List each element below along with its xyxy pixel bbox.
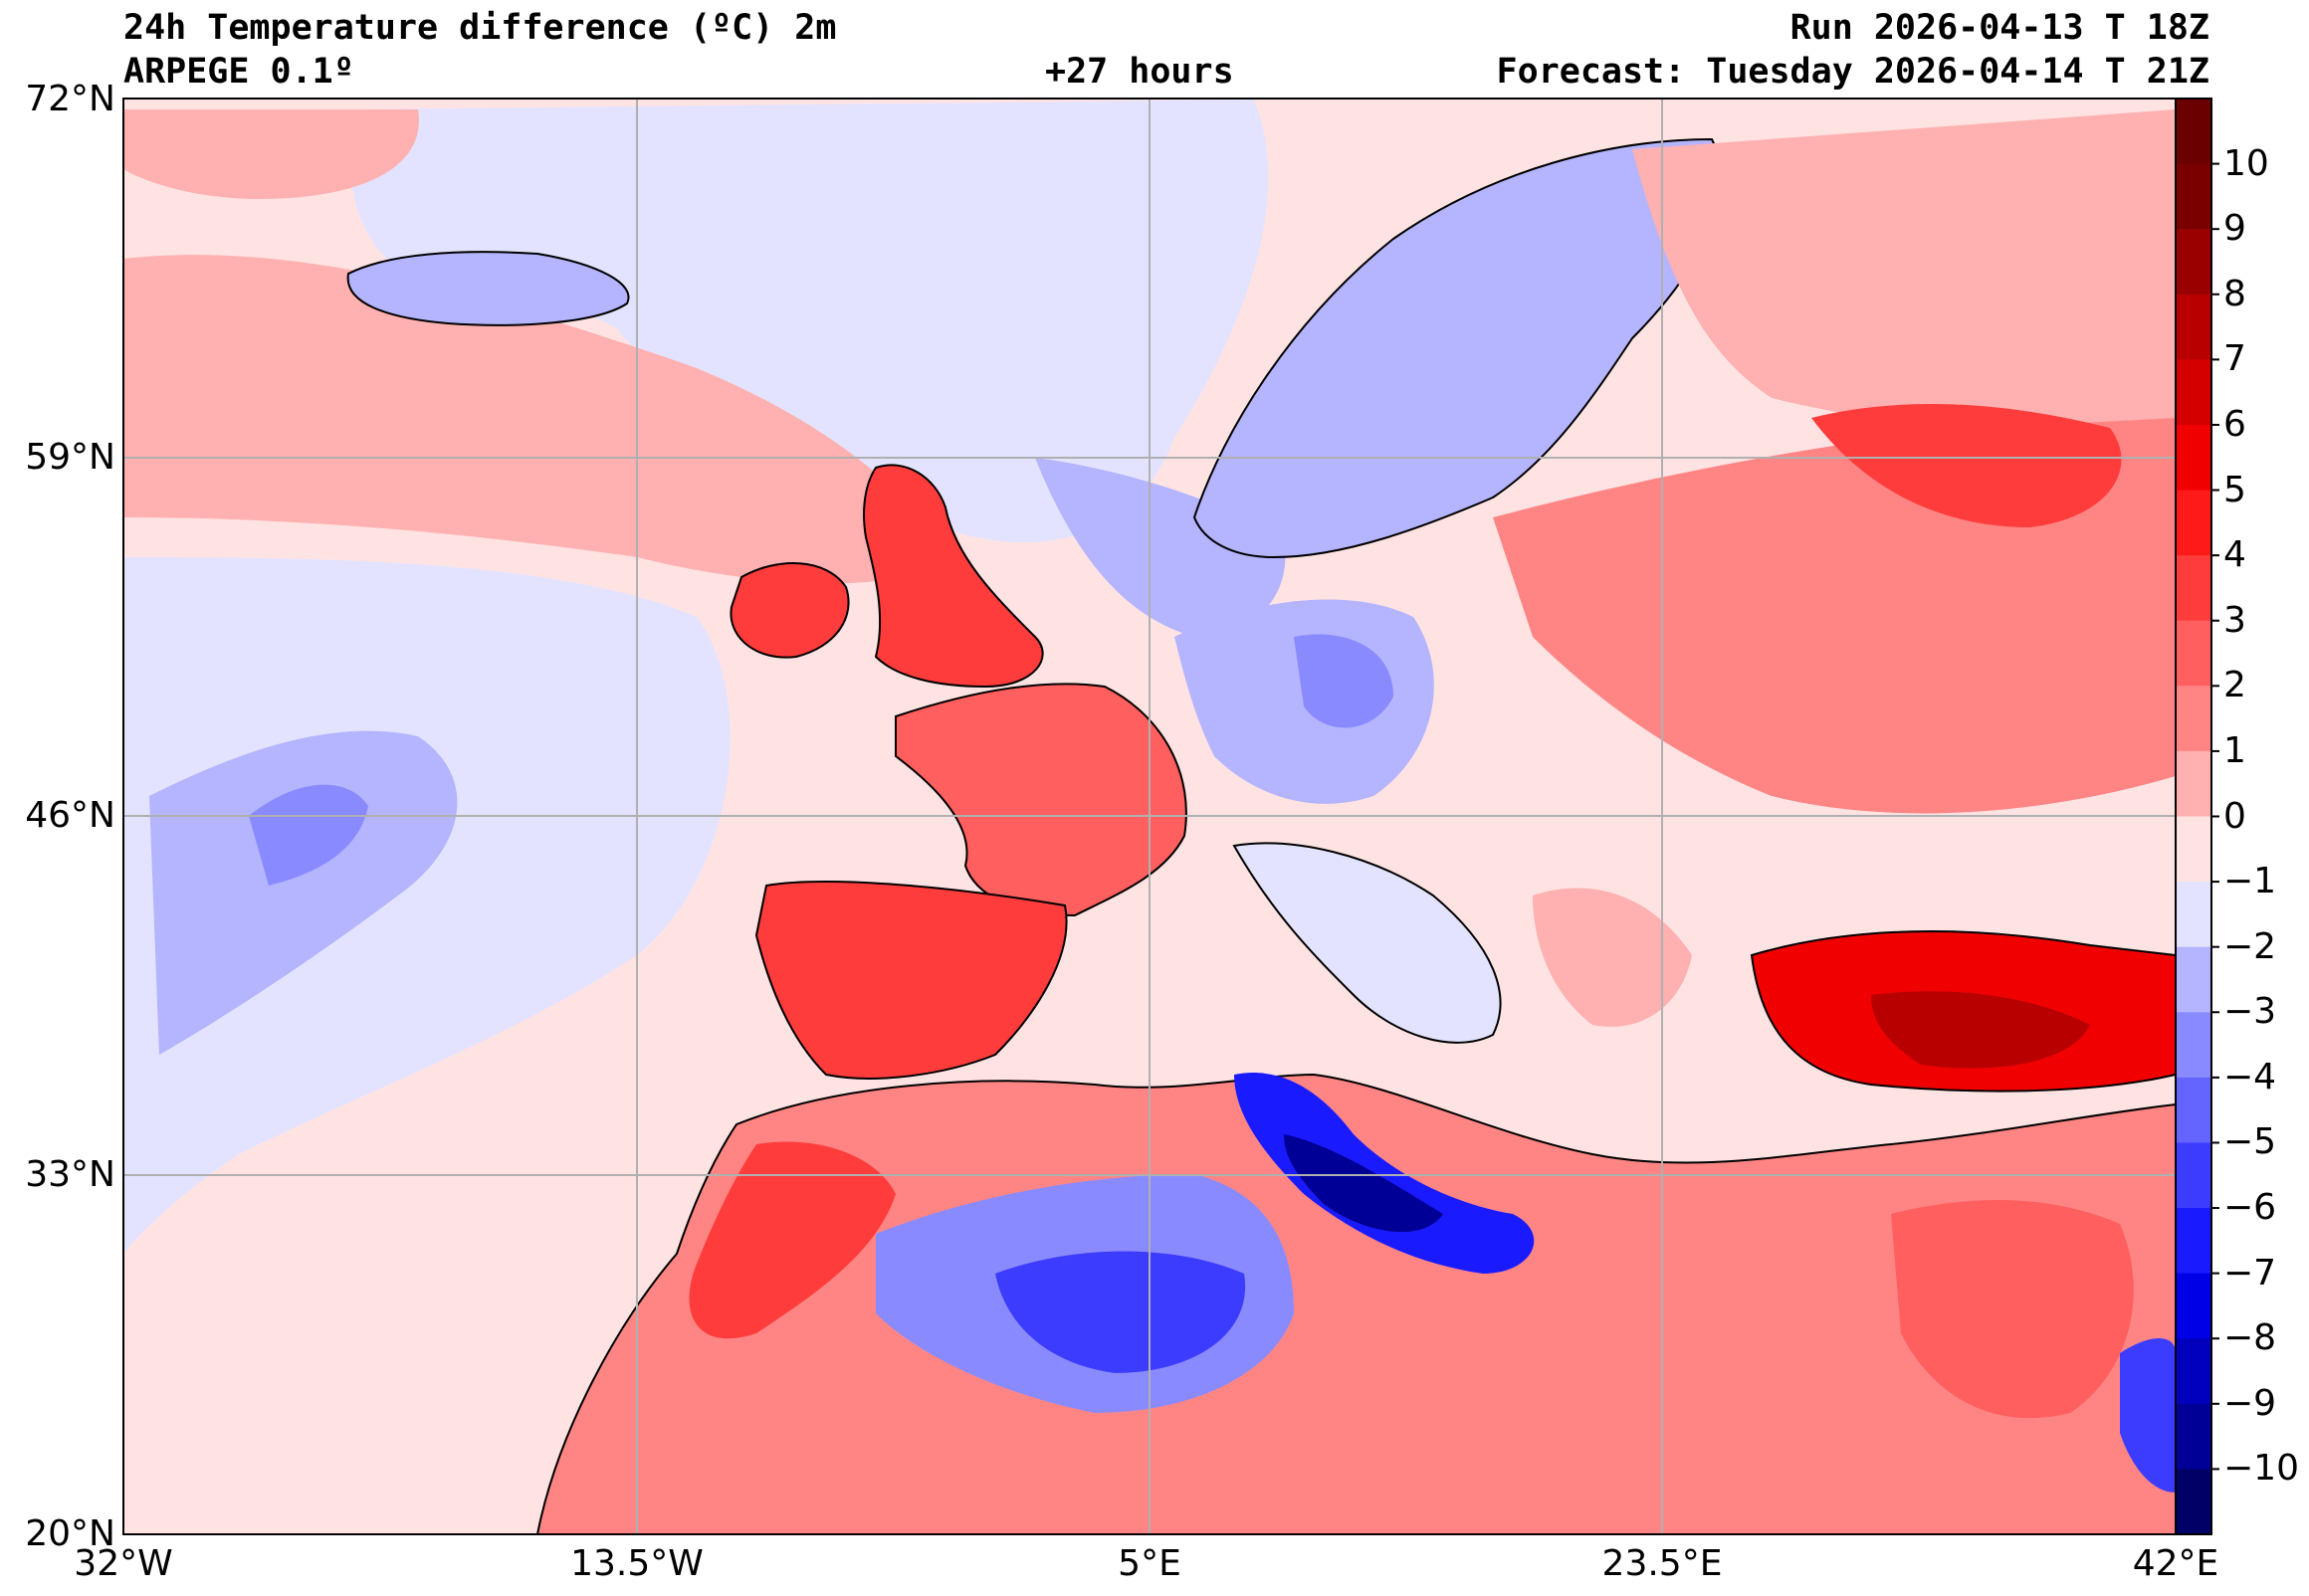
colorbar-segment bbox=[2176, 882, 2211, 948]
russia-warm-core bbox=[1811, 404, 2122, 527]
colorbar-label: −6 bbox=[2223, 1187, 2277, 1229]
colorbar-segment bbox=[2176, 1273, 2211, 1339]
colorbar-label: 0 bbox=[2223, 795, 2246, 837]
colorbar-label: 7 bbox=[2223, 338, 2246, 380]
lat-label-33n: 33°N bbox=[25, 1154, 115, 1195]
north-warm-patch bbox=[123, 109, 419, 199]
colorbar-segment bbox=[2176, 490, 2211, 556]
lead-time: +27 hours bbox=[1045, 52, 1234, 92]
north-africa-warm bbox=[535, 1073, 2176, 1534]
colorbar-label: −7 bbox=[2223, 1252, 2277, 1294]
colorbar-label: −5 bbox=[2223, 1121, 2277, 1163]
libya-cool-core bbox=[1284, 1134, 1443, 1233]
colorbar-segment bbox=[2176, 1012, 2211, 1079]
colorbar-label: −9 bbox=[2223, 1382, 2277, 1424]
atlantic-cool-core bbox=[149, 730, 458, 1055]
lat-label-20n: 20°N bbox=[25, 1513, 115, 1554]
colorbar-segment bbox=[2176, 1403, 2211, 1470]
iceland bbox=[346, 251, 630, 326]
graticule bbox=[123, 99, 2176, 1534]
italy-balkans bbox=[1232, 842, 1502, 1044]
lat-label-59n: 59°N bbox=[25, 437, 115, 478]
lon-label-23e: 23.5°E bbox=[1601, 1543, 1723, 1584]
map-title: 24h Temperature difference (ºC) 2m bbox=[123, 8, 837, 48]
atlantic-cool-center bbox=[249, 784, 368, 886]
run-time: Run 2026-04-13 T 18Z bbox=[1789, 8, 2209, 48]
lon-label-32w: 32°W bbox=[74, 1543, 173, 1584]
lon-label-13w: 13.5°W bbox=[570, 1543, 704, 1584]
colorbar-label: 1 bbox=[2223, 729, 2246, 771]
colorbar-segment bbox=[2176, 294, 2211, 360]
colorbar-segment bbox=[2176, 816, 2211, 883]
colorbar-label: −1 bbox=[2223, 861, 2277, 902]
colorbar-segment bbox=[2176, 686, 2211, 752]
colorbar-segment bbox=[2176, 424, 2211, 492]
tunisia-libya-cool bbox=[1234, 1073, 1535, 1274]
colorbar-segment bbox=[2176, 620, 2211, 687]
colorbar-label: −3 bbox=[2223, 991, 2277, 1033]
colorbar-label: −2 bbox=[2223, 925, 2277, 967]
colorbar-label: 6 bbox=[2223, 403, 2246, 445]
colorbar-segment bbox=[2176, 229, 2211, 296]
colorbar-label: 3 bbox=[2223, 599, 2246, 641]
colorbar-label: −4 bbox=[2223, 1056, 2277, 1097]
colorbar-label: 8 bbox=[2223, 273, 2246, 314]
colorbar-segment bbox=[2176, 1469, 2211, 1535]
great-britain bbox=[863, 464, 1044, 689]
colorbar-label: −10 bbox=[2223, 1448, 2299, 1490]
colorbar-segment bbox=[2176, 1077, 2211, 1143]
colorbar-label: 2 bbox=[2223, 665, 2246, 706]
colorbar-segment bbox=[2176, 1208, 2211, 1275]
ireland bbox=[730, 562, 850, 659]
colorbar-label: 10 bbox=[2223, 142, 2269, 184]
atlantic-cool-band bbox=[123, 557, 731, 1254]
colorbar-label: 5 bbox=[2223, 469, 2246, 510]
colorbar-segment bbox=[2176, 1338, 2211, 1405]
forecast-time: Forecast: Tuesday 2026-04-14 T 21Z bbox=[1496, 52, 2209, 92]
colorbar-frame bbox=[2175, 98, 2212, 1535]
sahara-cool-core bbox=[995, 1251, 1246, 1373]
lat-label-46n: 46°N bbox=[25, 795, 115, 836]
lat-label-72n: 72°N bbox=[25, 79, 115, 119]
north-cool-area bbox=[350, 100, 1269, 543]
colorbar-label: −8 bbox=[2223, 1317, 2277, 1359]
iberia bbox=[754, 881, 1068, 1080]
colorbar-segment bbox=[2176, 555, 2211, 622]
morocco-warm-core bbox=[689, 1141, 896, 1339]
colorbar-label: 4 bbox=[2223, 534, 2246, 576]
arabia-cool bbox=[2120, 1338, 2176, 1493]
colorbar-segment bbox=[2176, 163, 2211, 230]
model-name: ARPEGE 0.1º bbox=[123, 52, 354, 92]
colorbar-segment bbox=[2176, 359, 2211, 426]
north-sea-cool bbox=[1035, 458, 1286, 637]
colorbar bbox=[2176, 99, 2219, 1535]
colorbar-label: 9 bbox=[2223, 208, 2246, 250]
lon-label-5e: 5°E bbox=[1118, 1543, 1181, 1584]
colorbar-segment bbox=[2176, 946, 2211, 1013]
scandinavia-warm-east bbox=[1632, 109, 2176, 429]
balkans-warm bbox=[1533, 888, 1692, 1027]
colorbar-segment bbox=[2176, 99, 2211, 165]
atlantic-warm-band bbox=[123, 255, 955, 584]
colorbar-segment bbox=[2176, 750, 2211, 817]
france bbox=[895, 683, 1187, 917]
egypt-warm bbox=[1891, 1200, 2134, 1419]
colorbar-segment bbox=[2176, 1142, 2211, 1209]
central-europe-cool-core bbox=[1294, 634, 1393, 728]
lon-label-42e: 42°E bbox=[2132, 1543, 2219, 1584]
turkey-core bbox=[1871, 991, 2090, 1069]
